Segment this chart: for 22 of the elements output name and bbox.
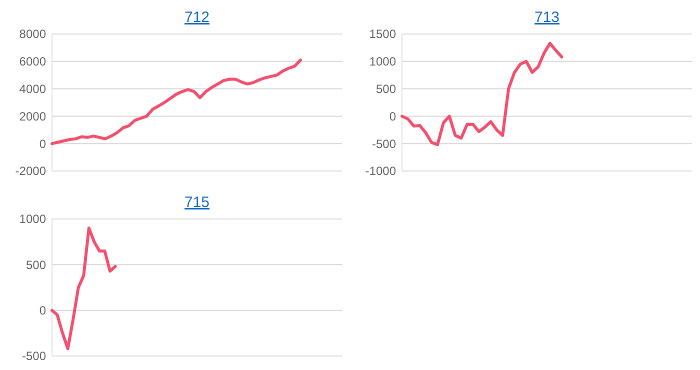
y-tick-label: -1000 [365, 164, 396, 178]
chart-title: 715 [184, 194, 210, 211]
y-tick-label: -500 [22, 349, 46, 364]
y-tick-label: 500 [376, 82, 396, 96]
y-tick-label: -500 [372, 136, 396, 151]
chart-title: 712 [184, 9, 210, 26]
line-series [50, 226, 117, 350]
y-tick-label: 4000 [19, 82, 46, 96]
line-series [50, 58, 302, 146]
y-tick-label: -2000 [15, 164, 46, 178]
y-tick-label: 0 [39, 136, 46, 151]
y-tick-label: 0 [39, 304, 46, 318]
y-tick-label: 1500 [369, 27, 396, 42]
y-tick-label: 500 [26, 258, 46, 272]
y-tick-label: 8000 [19, 27, 46, 42]
chart-title: 713 [534, 9, 560, 26]
y-tick-label: 1000 [19, 212, 46, 226]
y-tick-label: 1000 [369, 54, 396, 69]
y-tick-label: 0 [389, 109, 396, 124]
y-tick-label: 2000 [19, 109, 46, 124]
y-tick-label: 6000 [19, 54, 46, 69]
line-series [400, 42, 564, 146]
